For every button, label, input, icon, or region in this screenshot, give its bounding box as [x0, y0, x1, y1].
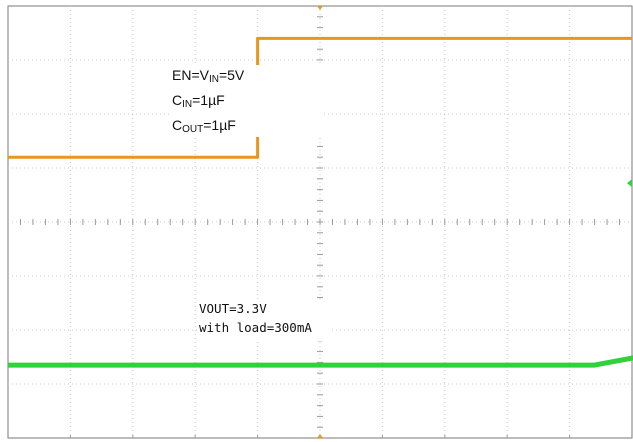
cout-prefix: C	[172, 117, 183, 133]
output-conditions-annotation: VOUT=3.3V with load=300mA	[197, 299, 329, 341]
load-label: with load=300mA	[199, 320, 312, 335]
cin-suffix: =1µF	[192, 92, 225, 108]
vout-label: VOUT=3.3V	[199, 301, 267, 316]
trigger-marker-bottom	[317, 434, 323, 438]
cout-subscript: OUT	[182, 124, 204, 135]
trigger-marker-top	[317, 6, 323, 10]
en-suffix: =5V	[218, 67, 245, 83]
en-subscript: IN	[208, 74, 219, 85]
cin-subscript: IN	[182, 99, 193, 110]
en-line: EN=VIN=5V	[172, 65, 322, 90]
cout-suffix: =1µF	[203, 117, 236, 133]
markers	[317, 6, 632, 438]
channel-level-marker	[627, 179, 632, 188]
cin-line: CIN=1µF	[172, 90, 322, 115]
input-conditions-annotation: EN=VIN=5V CIN=1µF COUT=1µF	[170, 65, 324, 137]
cout-line: COUT=1µF	[172, 115, 322, 140]
cin-prefix: C	[172, 92, 183, 108]
en-prefix: EN=V	[172, 67, 209, 83]
